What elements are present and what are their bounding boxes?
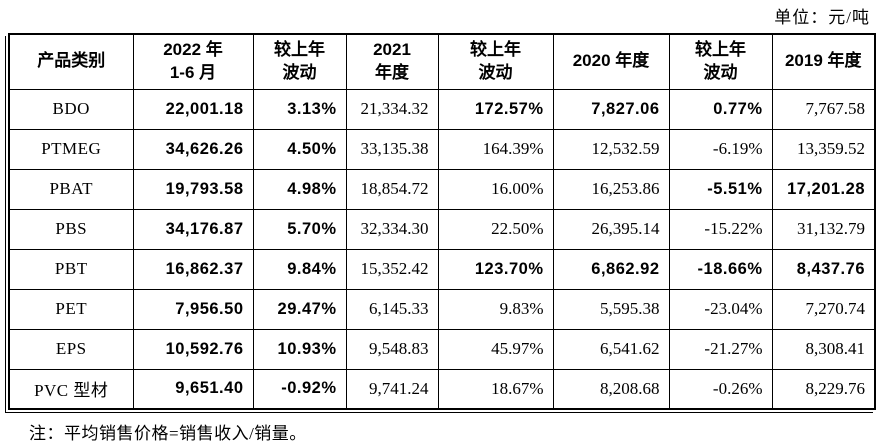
- value-cell: 10,592.76: [132, 328, 254, 370]
- value-cell: 13,359.52: [771, 128, 876, 170]
- value-cell: 9,651.40: [132, 368, 254, 410]
- table-row: BDO 22,001.18 3.13% 21,334.32 172.57% 7,827.0…: [8, 88, 876, 130]
- value-cell: 123.70%: [437, 248, 554, 290]
- column-header: 2020 年度: [552, 33, 670, 90]
- value-cell: 9.83%: [437, 288, 554, 330]
- value-cell: 8,229.76: [771, 368, 876, 410]
- column-header: 较上年 波动: [437, 33, 554, 90]
- value-cell: -23.04%: [668, 288, 773, 330]
- product-name: PVC 型材: [8, 368, 134, 410]
- table-row: PBAT 19,793.58 4.98% 18,854.72 16.00% 16,253.…: [8, 168, 876, 210]
- value-cell: 12,532.59: [552, 128, 670, 170]
- value-cell: 16,253.86: [552, 168, 670, 210]
- value-cell: 7,956.50: [132, 288, 254, 330]
- value-cell: 22,001.18: [132, 88, 254, 130]
- value-cell: 33,135.38: [345, 128, 439, 170]
- column-header: 产品类别: [8, 33, 134, 90]
- value-cell: 34,176.87: [132, 208, 254, 250]
- product-name: PBT: [8, 248, 134, 290]
- value-cell: 7,827.06: [552, 88, 670, 130]
- value-cell: 0.77%: [668, 88, 773, 130]
- value-cell: -0.92%: [252, 368, 347, 410]
- table-header: 产品类别 2022 年 1-6 月较上年 波动 2021 年度 较上年 波动 2020 …: [8, 33, 876, 90]
- product-name: EPS: [8, 328, 134, 370]
- value-cell: 29.47%: [252, 288, 347, 330]
- value-cell: 3.13%: [252, 88, 347, 130]
- value-cell: 4.98%: [252, 168, 347, 210]
- value-cell: 18,854.72: [345, 168, 439, 210]
- value-cell: -15.22%: [668, 208, 773, 250]
- value-cell: -5.51%: [668, 168, 773, 210]
- value-cell: 16,862.37: [132, 248, 254, 290]
- column-header: 2021 年度: [345, 33, 439, 90]
- value-cell: 9,741.24: [345, 368, 439, 410]
- column-header: 较上年 波动: [668, 33, 773, 90]
- value-cell: 17,201.28: [771, 168, 876, 210]
- value-cell: 21,334.32: [345, 88, 439, 130]
- value-cell: 26,395.14: [552, 208, 670, 250]
- value-cell: 4.50%: [252, 128, 347, 170]
- value-cell: 7,270.74: [771, 288, 876, 330]
- product-name: PET: [8, 288, 134, 330]
- value-cell: 5.70%: [252, 208, 347, 250]
- value-cell: 7,767.58: [771, 88, 876, 130]
- value-cell: 9,548.83: [345, 328, 439, 370]
- value-cell: -18.66%: [668, 248, 773, 290]
- value-cell: 18.67%: [437, 368, 554, 410]
- value-cell: 5,595.38: [552, 288, 670, 330]
- value-cell: 19,793.58: [132, 168, 254, 210]
- table-row: PTMEG 34,626.26 4.50% 33,135.38 164.39% 12,53…: [8, 128, 876, 170]
- table-header-row: 产品类别 2022 年 1-6 月较上年 波动 2021 年度 较上年 波动 2020 …: [8, 33, 876, 90]
- table-row: EPS 10,592.76 10.93% 9,548.83 45.97% 6,541.62…: [8, 328, 876, 370]
- value-cell: 31,132.79: [771, 208, 876, 250]
- table-row: PVC 型材 9,651.40 -0.92% 9,741.24 18.67% 8,208.…: [8, 368, 876, 410]
- table-row: PBT 16,862.37 9.84% 15,352.42 123.70% 6,862.9…: [8, 248, 876, 290]
- value-cell: 9.84%: [252, 248, 347, 290]
- column-header: 2022 年 1-6 月: [132, 33, 254, 90]
- value-cell: -21.27%: [668, 328, 773, 370]
- table-row: PBS 34,176.87 5.70% 32,334.30 22.50% 26,395.1…: [8, 208, 876, 250]
- value-cell: 8,437.76: [771, 248, 876, 290]
- value-cell: -0.26%: [668, 368, 773, 410]
- average-sales-price-table: 产品类别 2022 年 1-6 月较上年 波动 2021 年度 较上年 波动 2020 …: [8, 33, 876, 410]
- product-name: PBS: [8, 208, 134, 250]
- value-cell: 6,145.33: [345, 288, 439, 330]
- value-cell: 45.97%: [437, 328, 554, 370]
- value-cell: 8,208.68: [552, 368, 670, 410]
- value-cell: 6,541.62: [552, 328, 670, 370]
- value-cell: 22.50%: [437, 208, 554, 250]
- table-body: BDO 22,001.18 3.13% 21,334.32 172.57% 7,827.0…: [8, 88, 876, 410]
- value-cell: 34,626.26: [132, 128, 254, 170]
- column-header: 较上年 波动: [252, 33, 347, 90]
- table-footnote: 注：平均销售价格=销售收入/销量。: [29, 424, 307, 443]
- value-cell: 32,334.30: [345, 208, 439, 250]
- value-cell: 16.00%: [437, 168, 554, 210]
- product-name: PBAT: [8, 168, 134, 210]
- value-cell: 15,352.42: [345, 248, 439, 290]
- product-name: PTMEG: [8, 128, 134, 170]
- unit-label: 单位：元/吨: [774, 8, 870, 27]
- value-cell: 164.39%: [437, 128, 554, 170]
- value-cell: 8,308.41: [771, 328, 876, 370]
- value-cell: 6,862.92: [552, 248, 670, 290]
- value-cell: 10.93%: [252, 328, 347, 370]
- value-cell: -6.19%: [668, 128, 773, 170]
- table-row: PET 7,956.50 29.47% 6,145.33 9.83% 5,595.38 -2…: [8, 288, 876, 330]
- value-cell: 172.57%: [437, 88, 554, 130]
- product-name: BDO: [8, 88, 134, 130]
- column-header: 2019 年度: [771, 33, 876, 90]
